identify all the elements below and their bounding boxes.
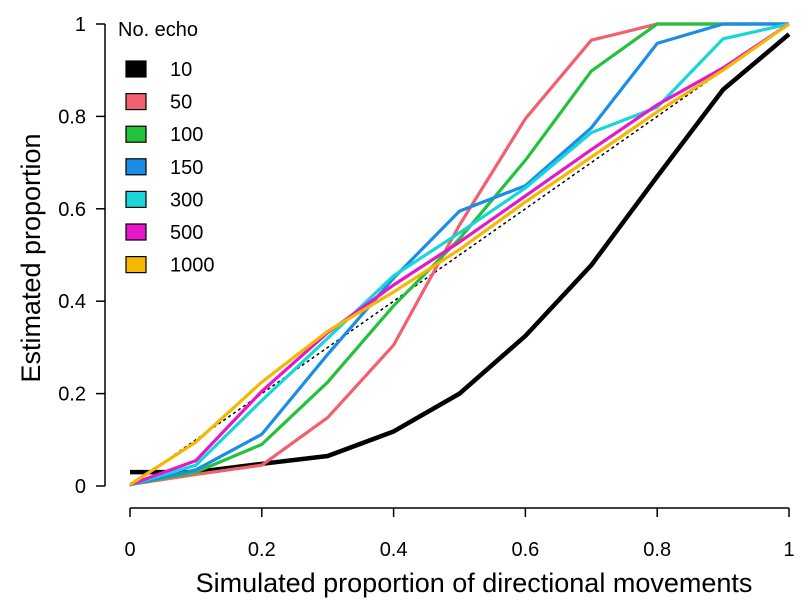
legend-swatch-150 [125, 158, 147, 176]
series-line-100 [129, 22, 789, 487]
series-line-500 [129, 22, 790, 487]
legend-swatch-50 [125, 92, 147, 111]
legend-label-1000: 1000 [170, 255, 215, 277]
legend: No. echo 10 50 100 150 300 500 1000 [118, 19, 215, 277]
x-tick-label: 0.6 [511, 539, 539, 561]
legend-swatch-10 [125, 60, 147, 78]
y-tick-label: 0.4 [58, 291, 86, 313]
y-tick-label: 0.6 [58, 199, 86, 221]
legend-label-50: 50 [170, 92, 192, 114]
legend-swatch-300 [125, 190, 147, 208]
legend-label-100: 100 [170, 124, 203, 146]
y-tick-label: 0.2 [58, 384, 86, 406]
series-line-300 [129, 22, 790, 487]
legend-swatch-1000 [125, 256, 147, 274]
y-tick-label: 1 [75, 14, 86, 36]
legend-swatch-100 [125, 125, 147, 143]
legend-label-500: 500 [170, 222, 203, 244]
ticks: 0 0.2 0.4 0.6 0.8 100.20.40.60.81 [58, 14, 794, 561]
x-tick-label: 1 [783, 539, 794, 561]
x-tick-label: 0 [124, 539, 135, 561]
legend-label-150: 150 [170, 157, 203, 179]
y-tick-label: 0.8 [58, 106, 86, 128]
legend-swatch-500 [125, 223, 147, 241]
series-line-150 [129, 22, 789, 487]
x-tick-label: 0.8 [643, 539, 671, 561]
axes [104, 24, 789, 509]
legend-label-300: 300 [170, 189, 203, 211]
x-axis-title: Simulated proportion of directional move… [196, 568, 753, 598]
y-tick-label: 0 [75, 476, 86, 498]
y-axis-title: Estimated proportion [16, 133, 46, 382]
reference-line [129, 23, 790, 487]
x-tick-label: 0.2 [248, 539, 276, 561]
legend-title: No. echo [118, 19, 198, 41]
series-line-10 [130, 32, 791, 475]
series-layer [129, 22, 791, 487]
series-line-1000 [129, 22, 790, 486]
legend-label-10: 10 [170, 59, 192, 81]
x-tick-label: 0.4 [380, 539, 408, 561]
